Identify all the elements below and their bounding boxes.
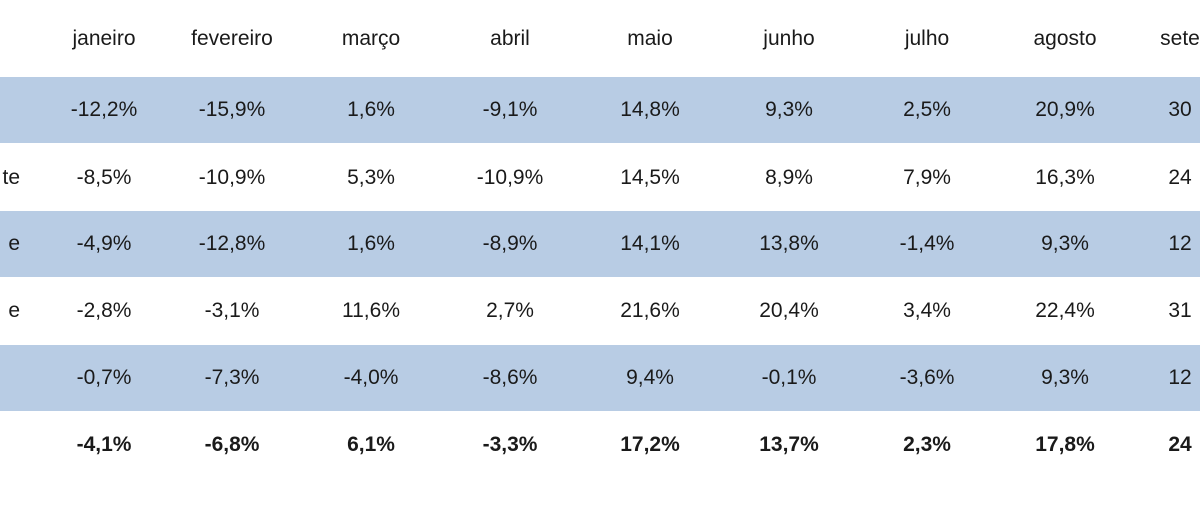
table-cell: 2,7% [486, 299, 534, 322]
column-header: agosto [1033, 27, 1097, 50]
table-row: te -8,5% -10,9% 5,3% -10,9% 14,5% 8,9% 7,9% 16,3… [0, 145, 1200, 211]
table-cell: -10,9% [198, 166, 266, 189]
table-cell: -6,8% [204, 433, 260, 456]
table-cell: 16,3% [1035, 166, 1095, 189]
table-cell: 11,6% [342, 299, 400, 322]
table-cell: -12,8% [198, 232, 266, 255]
table-cell: -4,9% [76, 232, 132, 255]
table-cell: -1,4% [899, 232, 955, 255]
table-cell: 6,1% [347, 433, 395, 456]
table-cell: 14,8% [620, 98, 680, 121]
table-cell: -0,7% [76, 366, 132, 389]
table-cell: 17,8% [1035, 433, 1095, 456]
table-cell: 9,3% [1041, 366, 1089, 389]
table-cell: 3,4% [903, 299, 951, 322]
table-row: e -4,9% -12,8% 1,6% -8,9% 14,1% 13,8% -1,4% 9,3%… [0, 211, 1200, 277]
row-label: e [8, 232, 20, 255]
table-cell: 12 [1168, 232, 1192, 255]
table-cell: 12 [1168, 366, 1192, 389]
table-cell: -4,1% [76, 433, 132, 456]
table-cell: -8,6% [482, 366, 538, 389]
column-header: março [341, 27, 401, 50]
table-cell: 24 [1168, 433, 1192, 456]
column-header: julho [904, 27, 950, 50]
column-header: abril [490, 27, 530, 50]
table-cell: -9,1% [482, 98, 538, 121]
table-cell: 2,3% [903, 433, 951, 456]
table-cell: 9,3% [1041, 232, 1089, 255]
table-cell: -3,1% [204, 299, 260, 322]
table-cell: 7,9% [903, 166, 951, 189]
table-cell: 14,5% [620, 166, 680, 189]
column-header: junho [763, 27, 815, 50]
column-header: janeiro [72, 27, 136, 50]
table-cell: 17,2% [620, 433, 680, 456]
table-cell: -12,2% [70, 98, 138, 121]
column-header: fevereiro [191, 27, 273, 50]
table-cell: -4,0% [343, 366, 399, 389]
table-cell: -10,9% [476, 166, 544, 189]
row-label: e [8, 299, 20, 322]
row-label: te [2, 166, 20, 189]
table-cell: 24 [1168, 166, 1192, 189]
table-cell: -0,1% [761, 366, 817, 389]
table-cell: 9,4% [626, 366, 674, 389]
table-cell: 13,8% [759, 232, 819, 255]
table-cell: 8,9% [765, 166, 813, 189]
table-cell: -3,6% [899, 366, 955, 389]
table-cell: -8,5% [76, 166, 132, 189]
column-header: maio [627, 27, 673, 50]
table-cell: 20,4% [759, 299, 819, 322]
table-cell: 2,5% [903, 98, 951, 121]
table-cell: 5,3% [347, 166, 395, 189]
header-row: janeiro fevereiro março abril maio junho julho… [0, 6, 1200, 72]
table-cell: -15,9% [198, 98, 266, 121]
column-header: sete [1160, 27, 1200, 50]
table-row: -12,2% -15,9% 1,6% -9,1% 14,8% 9,3% 2,5% 20,9% 3… [0, 77, 1200, 143]
table-cell: 31 [1168, 299, 1192, 322]
table-cell: 22,4% [1035, 299, 1095, 322]
table-cell: 21,6% [620, 299, 680, 322]
table-cell: 14,1% [620, 232, 680, 255]
table-cell: 1,6% [347, 232, 395, 255]
table-cell: -2,8% [76, 299, 132, 322]
table-row: e -2,8% -3,1% 11,6% 2,7% 21,6% 20,4% 3,4% 22,4% 3… [0, 278, 1200, 344]
table-cell: -3,3% [482, 433, 538, 456]
total-row: -4,1% -6,8% 6,1% -3,3% 17,2% 13,7% 2,3% 17,8% 24 [0, 412, 1200, 478]
table-cell: -8,9% [482, 232, 538, 255]
table-cell: 9,3% [765, 98, 813, 121]
table-row: -0,7% -7,3% -4,0% -8,6% 9,4% -0,1% -3,6% 9,3% 12 [0, 345, 1200, 411]
table-cell: 30 [1168, 98, 1192, 121]
table-cell: 20,9% [1035, 98, 1095, 121]
table-cell: 1,6% [347, 98, 395, 121]
table-cell: 13,7% [759, 433, 819, 456]
table-cell: -7,3% [204, 366, 260, 389]
